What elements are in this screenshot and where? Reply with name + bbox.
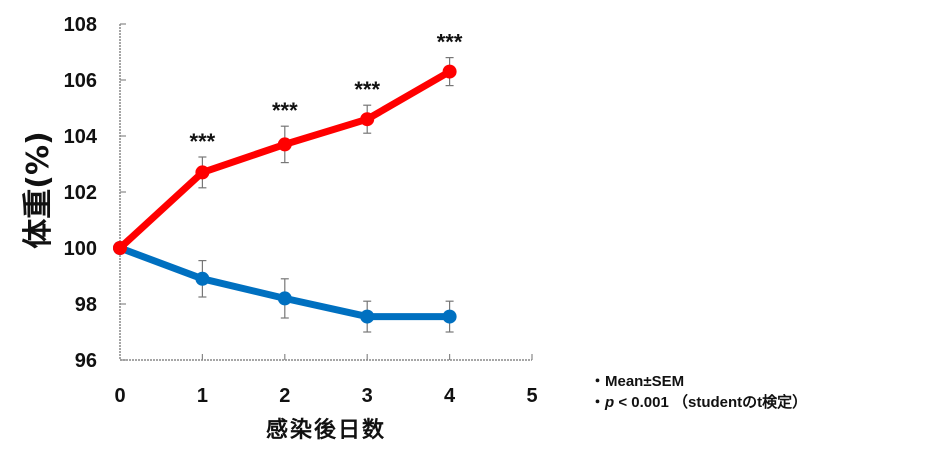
x-tick-label: 5 <box>526 385 537 407</box>
axes: 96 98 100 102 104 106 108 0 1 2 3 4 5 <box>64 14 538 407</box>
data-point <box>113 241 127 255</box>
chart-notes: ・Mean±SEM ・p < 0.001 （studentのt検定） <box>590 371 807 413</box>
y-tick-label: 102 <box>64 182 97 204</box>
data-point <box>442 64 457 79</box>
data-point <box>360 309 375 324</box>
data-point <box>277 291 292 306</box>
data-point <box>442 309 457 324</box>
significance-stars: *** <box>272 98 298 123</box>
x-tick-label: 2 <box>279 385 290 407</box>
x-tick-label: 0 <box>114 385 125 407</box>
series-red-group <box>113 56 457 255</box>
data-point <box>277 137 292 152</box>
significance-stars: *** <box>437 30 463 55</box>
series-blue-group <box>113 241 457 333</box>
significance-stars: *** <box>354 77 380 102</box>
note-mean-sem: ・Mean±SEM <box>590 373 685 390</box>
y-tick-label: 96 <box>75 350 97 372</box>
data-point <box>360 112 375 127</box>
y-tick-label: 100 <box>64 238 97 260</box>
series-layer <box>113 56 457 333</box>
note-p-value: ・p < 0.001 （studentのt検定） <box>590 394 808 411</box>
data-point <box>195 165 210 180</box>
x-axis-title: 感染後日数 <box>266 417 386 443</box>
y-tick-label: 98 <box>75 294 97 316</box>
y-tick-label: 108 <box>64 14 97 36</box>
x-tick-label: 4 <box>444 385 456 407</box>
y-tick-label: 104 <box>64 126 98 148</box>
significance-stars: *** <box>190 129 216 154</box>
x-tick-label: 1 <box>197 385 208 407</box>
y-tick-label: 106 <box>64 70 97 92</box>
x-tick-label: 3 <box>362 385 373 407</box>
data-point <box>195 271 210 286</box>
significance-annotations: *** *** *** *** <box>190 30 463 154</box>
y-axis-title: 体重(%) <box>21 131 56 248</box>
